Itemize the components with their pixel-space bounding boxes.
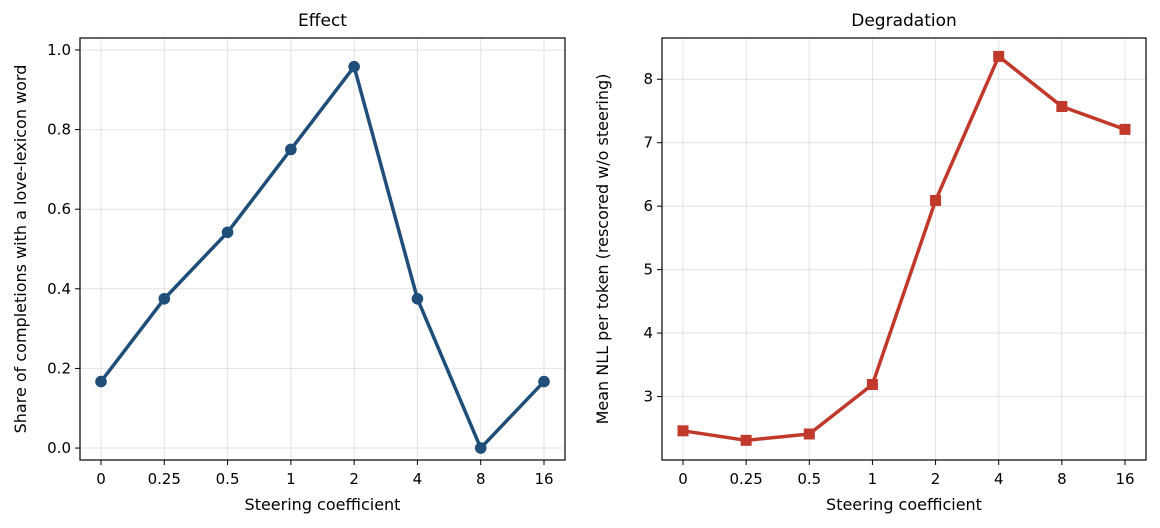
data-point — [538, 375, 550, 388]
x-tick-label: 8 — [1057, 470, 1067, 488]
data-point — [740, 434, 752, 446]
x-tick-label: 16 — [1115, 470, 1134, 488]
y-tick-label: 7 — [643, 134, 653, 152]
data-point — [1119, 123, 1131, 135]
x-axis-label: Steering coefficient — [826, 495, 982, 514]
x-tick-label: 2 — [349, 470, 359, 488]
chart-panel-1: 0 0.25 0.5 1 2 4 8 16 0.0 0.2 0.4 0.6 0.8 1.0 Effect St… — [11, 11, 566, 514]
y-tick-label: 3 — [643, 388, 653, 406]
plot-frame — [661, 37, 1147, 461]
data-point — [677, 425, 689, 437]
x-tick-label: 4 — [413, 470, 423, 488]
x-tick-label: 0.5 — [797, 470, 821, 488]
plot-frame — [79, 37, 566, 461]
data-point — [95, 375, 107, 388]
data-point — [993, 50, 1005, 62]
data-point — [221, 226, 234, 239]
chart-title: Effect — [298, 11, 347, 31]
y-tick-label: 1.0 — [47, 41, 71, 59]
y-axis-label: Share of completions with a love-lexicon… — [11, 65, 30, 434]
data-point — [803, 428, 815, 440]
data-point — [866, 378, 878, 390]
x-tick-label: 0 — [678, 470, 688, 488]
x-tick-label: 1 — [868, 470, 878, 488]
series-line — [99, 64, 546, 450]
x-tick-label: 0.25 — [148, 470, 181, 488]
x-tick-label: 0 — [96, 470, 106, 488]
data-point — [930, 194, 942, 206]
x-tick-label: 8 — [476, 470, 486, 488]
y-tick-label: 0.6 — [47, 200, 71, 218]
y-tick-label: 8 — [643, 70, 653, 88]
x-axis-label: Steering coefficient — [245, 495, 401, 514]
y-tick-label: 0.0 — [47, 439, 71, 457]
x-tick-label: 1 — [286, 470, 296, 488]
x-tick-label: 0.5 — [216, 470, 240, 488]
y-tick-label: 4 — [643, 324, 653, 342]
y-tick-label: 6 — [643, 197, 653, 215]
data-point — [474, 442, 487, 454]
data-point — [158, 292, 171, 305]
y-tick-label: 0.8 — [47, 121, 71, 139]
y-tick-label: 0.2 — [47, 359, 71, 377]
x-tick-label: 4 — [994, 470, 1004, 488]
data-point — [348, 60, 360, 73]
x-tick-label: 2 — [931, 470, 941, 488]
data-point — [285, 143, 297, 156]
series-line — [682, 54, 1126, 443]
y-tick-label: 5 — [643, 261, 653, 279]
y-tick-label: 0.4 — [47, 280, 71, 298]
gridlines — [80, 38, 565, 460]
x-tick-label: 16 — [534, 470, 553, 488]
y-axis-label: Mean NLL per token (rescored w/o steerin… — [593, 74, 612, 425]
chart-title: Degradation — [851, 11, 957, 31]
x-tick-label: 0.25 — [729, 470, 762, 488]
chart-panel-2: 0 0.25 0.5 1 2 4 8 16 3 4 5 6 7 8 Degradation Steering … — [593, 11, 1147, 514]
data-point — [411, 292, 424, 305]
gridlines — [662, 38, 1146, 460]
data-point — [1056, 101, 1068, 113]
